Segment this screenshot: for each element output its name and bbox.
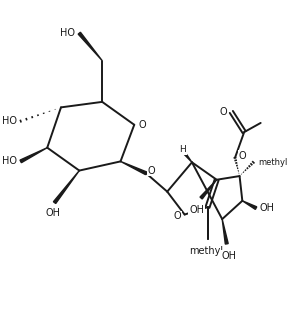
Text: HO: HO [2,116,17,126]
Polygon shape [121,162,147,175]
Text: O: O [139,120,147,130]
Text: H: H [179,145,186,154]
Text: O: O [173,211,181,221]
Text: methyl: methyl [258,158,287,167]
Text: OH: OH [45,208,60,218]
Polygon shape [242,201,257,210]
Polygon shape [200,180,217,199]
Text: O: O [219,107,227,117]
Text: OH: OH [189,206,204,215]
Text: O: O [148,166,155,175]
Text: methyl: methyl [189,246,223,256]
Polygon shape [78,32,102,61]
Polygon shape [183,152,192,162]
Text: O: O [239,151,246,161]
Text: OH: OH [260,203,275,213]
Text: HO: HO [60,28,75,38]
Polygon shape [20,148,47,163]
Polygon shape [222,219,228,244]
Text: HO: HO [2,157,17,166]
Polygon shape [53,170,79,204]
Text: OH: OH [221,251,236,261]
